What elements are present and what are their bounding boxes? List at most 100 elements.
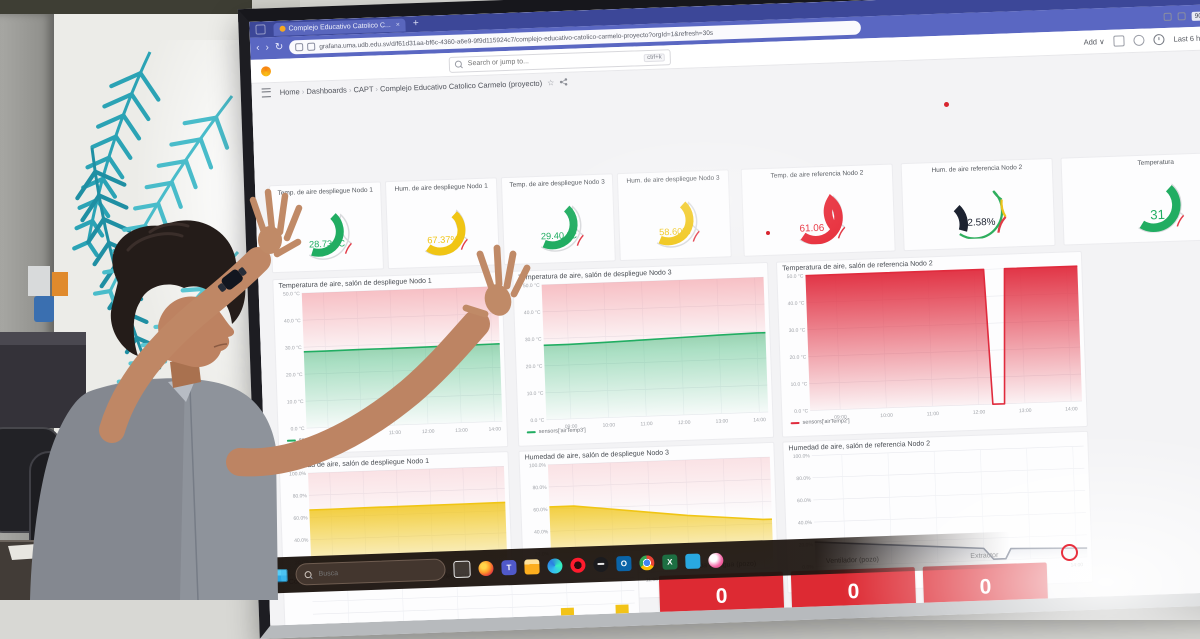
svg-text:40.0%: 40.0% xyxy=(798,520,813,527)
taskbar-vscode-icon[interactable] xyxy=(685,552,701,569)
back-icon[interactable]: ‹ xyxy=(256,42,260,54)
legend-swatch-icon xyxy=(526,431,536,434)
new-tab-button[interactable]: + xyxy=(412,17,419,30)
grafana-search[interactable]: ctrl+k xyxy=(448,48,672,73)
svg-text:100.0%: 100.0% xyxy=(793,453,811,460)
svg-text:14:00: 14:00 xyxy=(1071,562,1084,568)
legend-swatch-icon xyxy=(790,421,800,425)
svg-text:13:00: 13:00 xyxy=(455,428,468,434)
forward-icon[interactable]: › xyxy=(265,42,270,54)
taskbar-excel-icon[interactable]: X xyxy=(662,553,678,570)
taskbar-search[interactable] xyxy=(295,558,446,586)
svg-text:0.0 °C: 0.0 °C xyxy=(290,426,305,432)
svg-text:10.0 °C: 10.0 °C xyxy=(790,381,807,388)
breadcrumb-item[interactable]: Dashboards xyxy=(306,85,347,96)
taskbar-paint-icon[interactable] xyxy=(708,552,724,568)
lock-icon xyxy=(307,42,316,51)
svg-text:40.0 °C: 40.0 °C xyxy=(524,310,541,317)
svg-text:10:00: 10:00 xyxy=(880,413,893,419)
gauge-panel[interactable]: Temperatura 31 xyxy=(1060,151,1200,246)
svg-text:50.0 °C: 50.0 °C xyxy=(787,273,804,280)
svg-text:13:00: 13:00 xyxy=(1019,408,1032,414)
taskbar-file-explorer-icon[interactable] xyxy=(524,558,540,575)
zoom-level-chip[interactable]: 90% xyxy=(1191,10,1200,21)
taskbar-task-view-icon[interactable] xyxy=(453,560,471,578)
ceiling-shadow-strip xyxy=(0,0,252,16)
breadcrumb-item[interactable]: Complejo Educativo Catolico Carmelo (pro… xyxy=(379,78,543,93)
svg-text:10.0 °C: 10.0 °C xyxy=(527,391,544,398)
breadcrumb-item[interactable]: CAPT xyxy=(353,84,374,94)
reload-icon[interactable]: ↻ xyxy=(274,41,284,54)
browser-toolbar-right: 90% ☆ xyxy=(1163,10,1200,22)
shield-icon[interactable] xyxy=(295,43,304,52)
svg-text:40.0%: 40.0% xyxy=(294,538,309,545)
svg-text:0.0 °C: 0.0 °C xyxy=(794,408,809,414)
svg-text:60.0%: 60.0% xyxy=(797,498,812,505)
svg-text:10:00: 10:00 xyxy=(602,422,615,428)
svg-text:10:00: 10:00 xyxy=(355,431,368,437)
share-icon[interactable] xyxy=(559,78,568,86)
help-icon[interactable] xyxy=(1133,34,1145,47)
breadcrumb-item[interactable]: Home xyxy=(279,86,300,97)
taskbar-outlook-icon[interactable]: O xyxy=(616,555,632,571)
time-range-picker[interactable]: Last 6 hours ∨ xyxy=(1173,33,1200,44)
chart-panel[interactable]: Temperatura de aire, salón de despliegue… xyxy=(512,261,775,447)
window-app-icon[interactable] xyxy=(255,24,266,35)
grafana-logo-icon[interactable] xyxy=(260,65,272,77)
svg-text:11:00: 11:00 xyxy=(389,430,402,436)
gauge-panel[interactable]: Temp. de aire referencia Nodo 2 61.06 °C xyxy=(740,163,896,257)
taskbar-firefox-icon[interactable] xyxy=(478,560,494,576)
svg-text:50.0 °C: 50.0 °C xyxy=(523,283,540,290)
gauge-panel[interactable]: Hum. de aire despliegue Nodo 3 58.60% xyxy=(616,169,732,262)
svg-text:58.60%: 58.60% xyxy=(659,226,691,237)
chart-panel[interactable]: Temperatura de aire, salón de referencia… xyxy=(775,250,1088,438)
translate-icon[interactable] xyxy=(1177,12,1186,21)
svg-text:100.0%: 100.0% xyxy=(289,471,307,478)
svg-text:14:00: 14:00 xyxy=(488,426,501,432)
taskbar-opera-icon[interactable] xyxy=(570,556,586,573)
gauge-panel[interactable]: Temp. de aire despliegue Nodo 1 28.73 °C xyxy=(268,181,384,274)
gauge-panel[interactable]: Temp. de aire despliegue Nodo 3 29.40 °C xyxy=(500,173,616,266)
taskbar-edge-icon[interactable] xyxy=(547,557,563,574)
chart-panel[interactable]: Temperatura de aire, salón de despliegue… xyxy=(272,271,509,456)
svg-text:100.0%: 100.0% xyxy=(529,463,547,470)
svg-text:0.0 °C: 0.0 °C xyxy=(530,418,545,424)
svg-text:14:00: 14:00 xyxy=(1065,406,1078,412)
svg-text:30.0 °C: 30.0 °C xyxy=(525,337,542,344)
taskbar-do-not-disturb-icon[interactable] xyxy=(593,556,609,572)
svg-text:09:00: 09:00 xyxy=(834,414,847,420)
taskbar-search-input[interactable] xyxy=(316,566,411,579)
add-button[interactable]: Add ∨ xyxy=(1083,37,1105,47)
touch-indicator-dot xyxy=(766,231,770,235)
svg-text:60.0%: 60.0% xyxy=(533,507,548,514)
gauge-panel[interactable]: Hum. de aire despliegue Nodo 1 67.37% xyxy=(384,177,500,270)
svg-text:30.0 °C: 30.0 °C xyxy=(789,327,806,334)
stat-value: 0 xyxy=(979,575,992,599)
download-icon[interactable] xyxy=(1163,12,1172,21)
close-tab-icon[interactable]: × xyxy=(395,21,401,29)
grafana-nav-actions: Add ∨ Last 6 hours ∨ xyxy=(1083,32,1200,48)
tab-title: Complejo Educativo Catolico C... xyxy=(288,21,391,33)
taskbar-chrome-icon[interactable] xyxy=(639,554,655,571)
svg-text:20.0 °C: 20.0 °C xyxy=(286,372,303,379)
svg-text:60.0%: 60.0% xyxy=(293,515,308,522)
menu-icon[interactable] xyxy=(261,87,271,97)
dashboard-settings-icon[interactable] xyxy=(1113,35,1125,47)
search-input[interactable] xyxy=(465,53,641,69)
svg-text:30.0 °C: 30.0 °C xyxy=(285,345,302,352)
taskbar-teams-icon[interactable]: T xyxy=(501,559,517,575)
svg-text:80.0%: 80.0% xyxy=(532,485,547,492)
svg-text:80.0%: 80.0% xyxy=(293,493,308,500)
svg-text:61.06 °C: 61.06 °C xyxy=(799,222,838,234)
svg-text:10.0 °C: 10.0 °C xyxy=(287,399,304,406)
svg-text:40.0 °C: 40.0 °C xyxy=(788,300,805,307)
windows-start-icon[interactable] xyxy=(274,568,288,582)
svg-text:12:00: 12:00 xyxy=(973,409,986,415)
svg-text:40.0%: 40.0% xyxy=(534,529,549,536)
svg-text:11:00: 11:00 xyxy=(927,411,940,417)
favorite-star-icon[interactable]: ☆ xyxy=(546,77,555,88)
photo-office-presentation-scene: { "browser": { "tab_title": "Complejo Ed… xyxy=(0,0,1200,600)
clock-icon xyxy=(1153,33,1165,46)
gauge-panel[interactable]: Hum. de aire referencia Nodo 2 22.58% xyxy=(900,157,1056,252)
svg-text:12:00: 12:00 xyxy=(678,420,691,426)
